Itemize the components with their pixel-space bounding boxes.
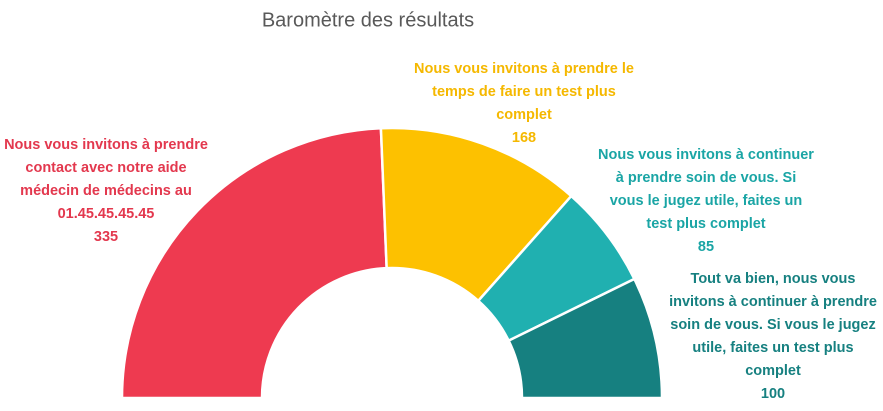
value-label: 85 — [697, 239, 715, 255]
label-text: Nous vous invitons à prendre le temps de… — [414, 61, 634, 123]
value-label: 100 — [760, 386, 786, 402]
label-text: Tout va bien, nous vous invitons à conti… — [669, 271, 877, 379]
data-label: Tout va bien, nous vous invitons à conti… — [664, 268, 882, 406]
label-text: Nous vous invitons à prendre contact ave… — [4, 137, 208, 222]
data-label: Nous vous invitons à continuer à prendre… — [597, 144, 815, 259]
chart-title: Baromètre des résultats — [262, 9, 474, 31]
data-label: Nous vous invitons à prendre contact ave… — [0, 134, 212, 249]
segment — [120, 126, 388, 400]
segment — [379, 126, 574, 303]
segment — [507, 277, 664, 400]
value-label: 335 — [93, 229, 119, 245]
data-label: Nous vous invitons à prendre le temps de… — [410, 58, 638, 150]
value-label: 168 — [511, 130, 537, 146]
label-text: Nous vous invitons à continuer à prendre… — [598, 147, 814, 232]
